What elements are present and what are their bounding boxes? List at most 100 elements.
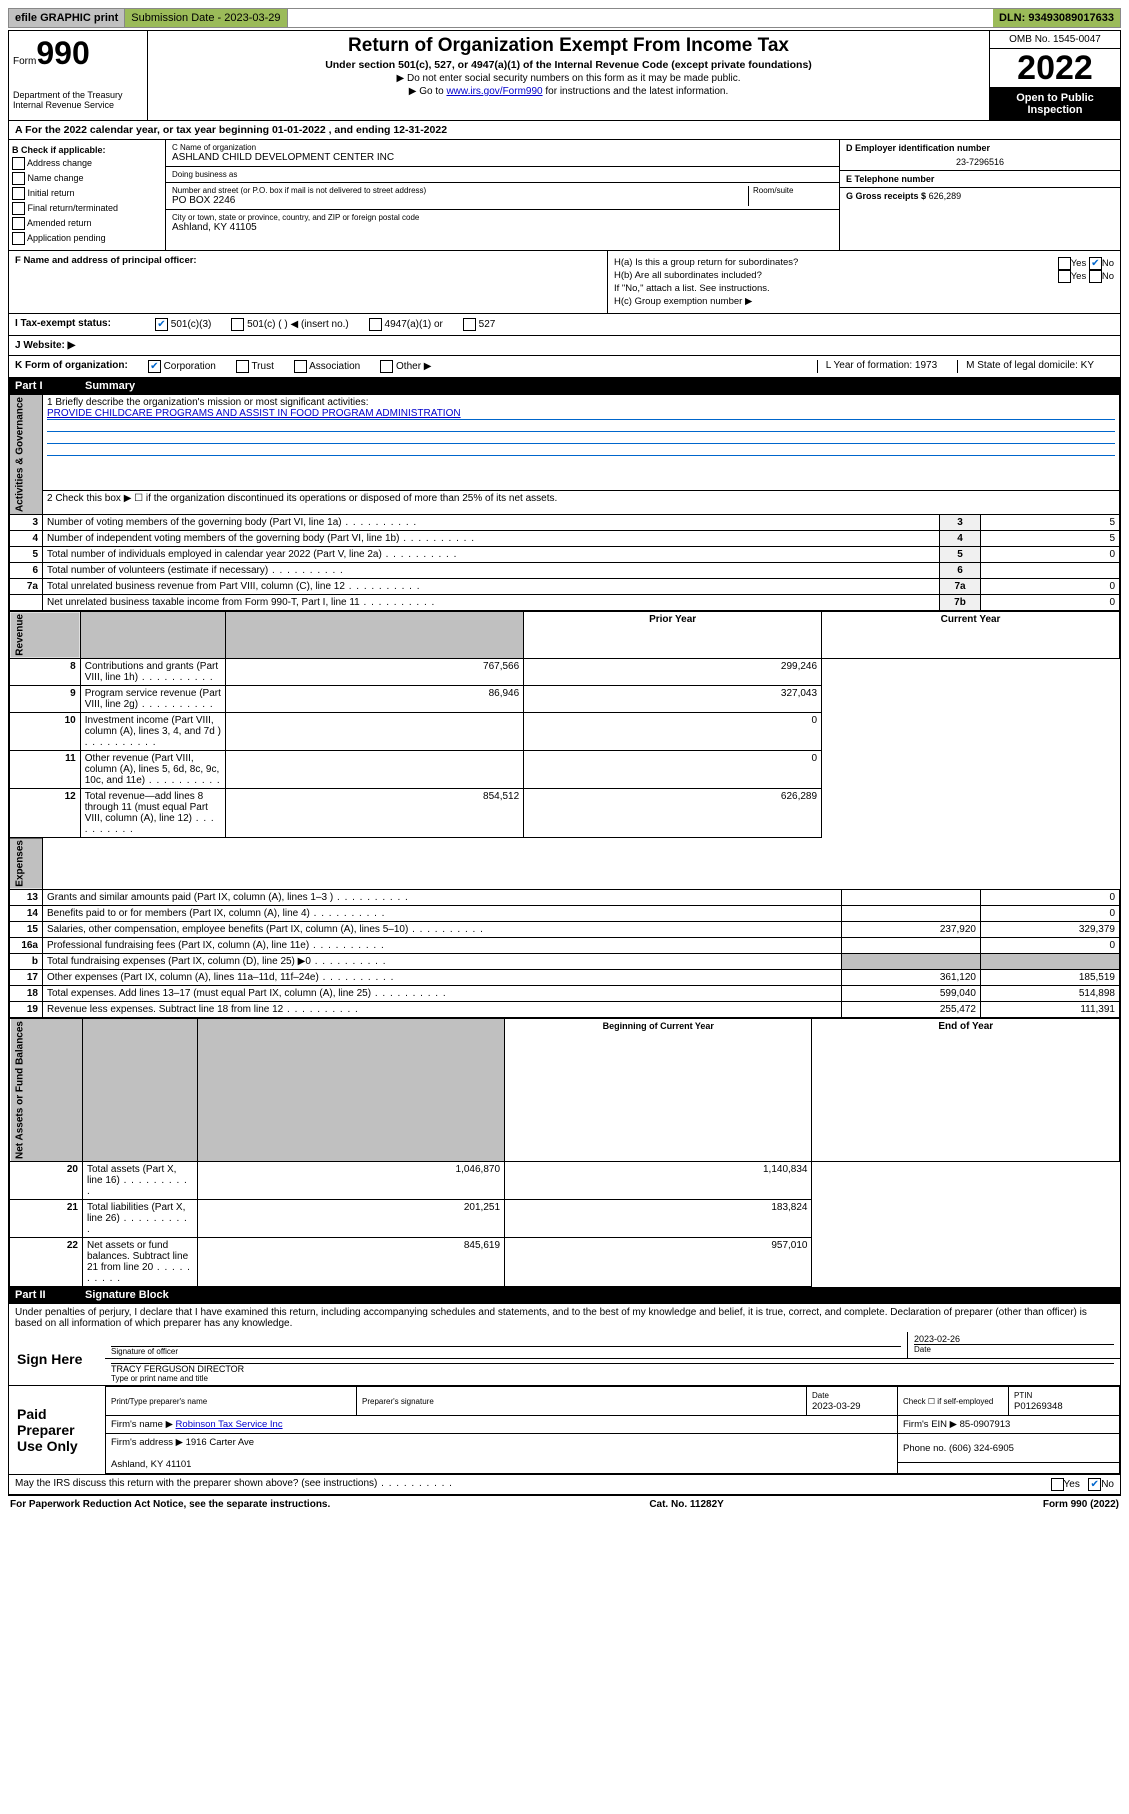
ln-val: 5 xyxy=(981,531,1120,547)
b-opt-0: Address change xyxy=(27,158,92,168)
ln-text: Number of independent voting members of … xyxy=(43,531,940,547)
gray-cell xyxy=(842,954,981,970)
curr-val: 626,289 xyxy=(524,788,822,837)
b-opt-2: Initial return xyxy=(28,188,75,198)
ln-text: Program service revenue (Part VIII, line… xyxy=(80,685,226,712)
b-label: B Check if applicable: xyxy=(12,145,162,155)
summary-table: Activities & Governance 1 Briefly descri… xyxy=(9,394,1120,611)
side-net: Net Assets or Fund Balances xyxy=(10,1019,83,1162)
ln-num: 3 xyxy=(10,515,43,531)
prior-val xyxy=(226,712,524,750)
firm-ein-label: Firm's EIN ▶ xyxy=(903,1419,957,1430)
col-curr: Current Year xyxy=(822,612,1120,659)
irs-link[interactable]: www.irs.gov/Form990 xyxy=(446,86,542,97)
ln-num: 10 xyxy=(10,712,81,750)
curr-val: 0 xyxy=(981,890,1120,906)
ln-box: 7b xyxy=(940,595,981,611)
ln-text: Grants and similar amounts paid (Part IX… xyxy=(43,890,842,906)
ln-box: 3 xyxy=(940,515,981,531)
firm-addr2: Ashland, KY 41101 xyxy=(111,1459,191,1470)
ptin-label: PTIN xyxy=(1014,1391,1032,1400)
ln-val xyxy=(981,563,1120,579)
footer-left: For Paperwork Reduction Act Notice, see … xyxy=(10,1499,330,1510)
ln-text: Other expenses (Part IX, column (A), lin… xyxy=(43,970,842,986)
b-opt-5: Application pending xyxy=(27,233,106,243)
note-pre: ▶ Go to xyxy=(409,86,447,97)
firm-name[interactable]: Robinson Tax Service Inc xyxy=(176,1419,283,1430)
row-j: J Website: ▶ xyxy=(9,336,1120,356)
h-note: If "No," attach a list. See instructions… xyxy=(614,283,1114,294)
ln-text: Total assets (Part X, line 16) xyxy=(82,1162,197,1200)
beg-val: 845,619 xyxy=(197,1238,504,1287)
k-opt-3: Other ▶ xyxy=(396,361,431,372)
ln-text: Revenue less expenses. Subtract line 18 … xyxy=(43,1002,842,1018)
no-3: No xyxy=(1101,1480,1114,1491)
ln-num: 7a xyxy=(10,579,43,595)
yes-label-2: Yes xyxy=(1071,271,1087,282)
org-city: Ashland, KY 41105 xyxy=(172,222,833,233)
curr-val: 329,379 xyxy=(981,922,1120,938)
ln-num: 13 xyxy=(10,890,43,906)
sign-here-label: Sign Here xyxy=(9,1332,105,1385)
form-prefix: Form xyxy=(13,56,36,67)
phone-label: Phone no. xyxy=(903,1443,946,1454)
section-b: B Check if applicable: Address change Na… xyxy=(9,140,166,250)
col-prior: Prior Year xyxy=(524,612,822,659)
note-post: for instructions and the latest informat… xyxy=(543,86,729,97)
b-opt-1: Name change xyxy=(28,173,84,183)
footer-mid: Cat. No. 11282Y xyxy=(649,1499,723,1510)
city-label: City or town, state or province, country… xyxy=(172,213,833,222)
q2-line: 2 Check this box ▶ ☐ if the organization… xyxy=(43,491,1120,515)
ln-num: 14 xyxy=(10,906,43,922)
sig-date-label: Date xyxy=(914,1344,1114,1354)
part-ii-header: Part II Signature Block xyxy=(9,1287,1120,1303)
self-emp: Check ☐ if self-employed xyxy=(898,1387,1009,1416)
ln-text: Total expenses. Add lines 13–17 (must eq… xyxy=(43,986,842,1002)
signature-block: Under penalties of perjury, I declare th… xyxy=(9,1303,1120,1495)
ln-text: Professional fundraising fees (Part IX, … xyxy=(43,938,842,954)
block-b-to-g: B Check if applicable: Address change Na… xyxy=(9,140,1120,251)
efile-print-button[interactable]: efile GRAPHIC print xyxy=(9,9,125,27)
hb-label: H(b) Are all subordinates included? xyxy=(614,270,762,281)
no-label-2: No xyxy=(1102,271,1114,282)
row-i: I Tax-exempt status: 501(c)(3) 501(c) ( … xyxy=(9,314,1120,336)
k-label: K Form of organization: xyxy=(15,360,128,373)
curr-val: 514,898 xyxy=(981,986,1120,1002)
g-label: G Gross receipts $ xyxy=(846,191,926,201)
firm-name-label: Firm's name ▶ xyxy=(111,1419,173,1430)
firm-addr1: 1916 Carter Ave xyxy=(186,1437,254,1448)
d-label: D Employer identification number xyxy=(846,143,1114,153)
ln-num: 18 xyxy=(10,986,43,1002)
dept-treasury: Department of the Treasury Internal Reve… xyxy=(13,90,143,110)
gray-cell xyxy=(981,954,1120,970)
curr-val: 0 xyxy=(981,938,1120,954)
form-number: 990 xyxy=(36,35,89,71)
b-opt-4: Amended return xyxy=(27,218,92,228)
ln-text: Total number of volunteers (estimate if … xyxy=(43,563,940,579)
ln-num: 11 xyxy=(10,750,81,788)
ln-num: 20 xyxy=(10,1162,83,1200)
ln-text: Number of voting members of the governin… xyxy=(43,515,940,531)
prep-name-label: Print/Type preparer's name xyxy=(111,1397,351,1406)
ln-text: Salaries, other compensation, employee b… xyxy=(43,922,842,938)
j-label: J Website: ▶ xyxy=(15,340,75,351)
side-gov: Activities & Governance xyxy=(10,395,43,515)
ln-text: Total fundraising expenses (Part IX, col… xyxy=(43,954,842,970)
prior-val xyxy=(842,938,981,954)
form-header: Form990 Department of the Treasury Inter… xyxy=(9,31,1120,121)
footer: For Paperwork Reduction Act Notice, see … xyxy=(8,1496,1121,1513)
side-rev: Revenue xyxy=(10,612,81,659)
no-label: No xyxy=(1102,258,1114,269)
summary-table-2: Revenue Prior Year Current Year 8 Contri… xyxy=(9,611,1120,838)
curr-val: 185,519 xyxy=(981,970,1120,986)
perjury-text: Under penalties of perjury, I declare th… xyxy=(9,1304,1120,1332)
ln-text: Other revenue (Part VIII, column (A), li… xyxy=(80,750,226,788)
part-i-header: Part I Summary xyxy=(9,378,1120,394)
ein: 23-7296516 xyxy=(846,157,1114,167)
curr-val: 327,043 xyxy=(524,685,822,712)
firm-ein: 85-0907913 xyxy=(960,1419,1011,1430)
part-i-title: Summary xyxy=(85,380,135,392)
i-opt-0: 501(c)(3) xyxy=(171,319,212,330)
curr-val: 111,391 xyxy=(981,1002,1120,1018)
mission-link[interactable]: PROVIDE CHILDCARE PROGRAMS AND ASSIST IN… xyxy=(47,408,461,419)
